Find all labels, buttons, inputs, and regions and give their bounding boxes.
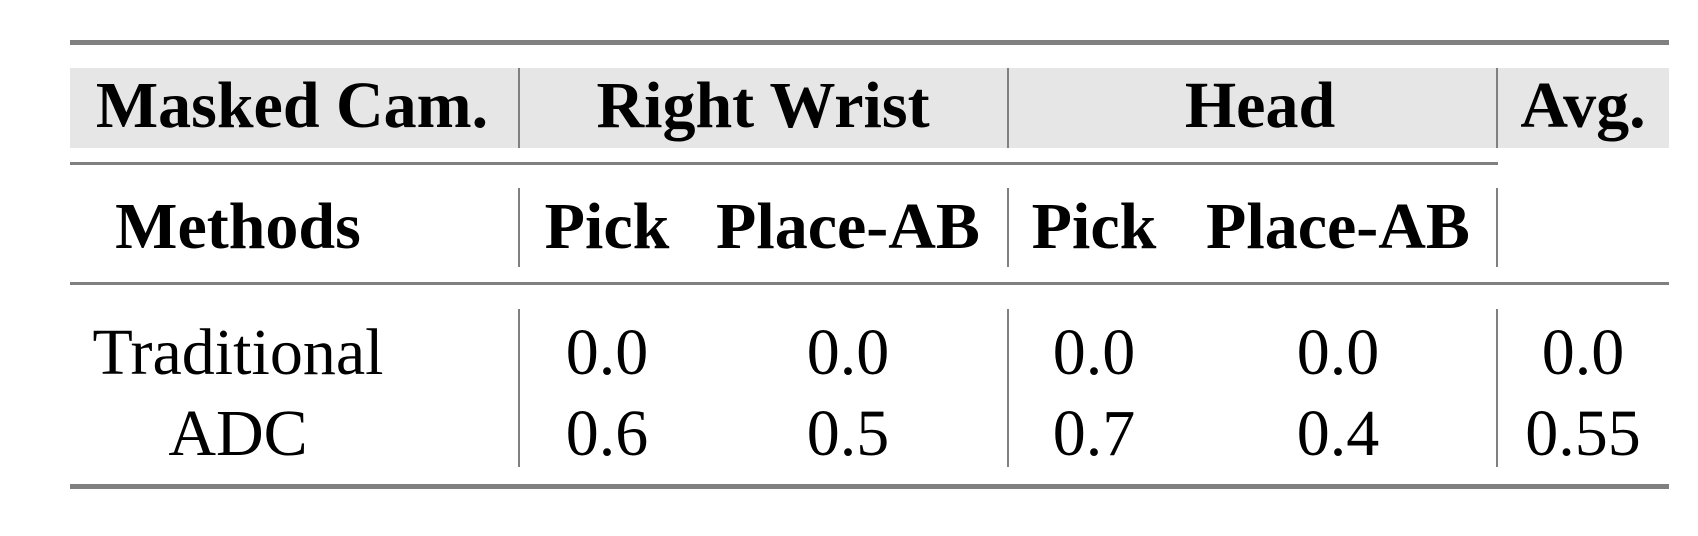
cell-value: 0.7 (1052, 397, 1136, 470)
header-pick: Pick (544, 190, 670, 263)
cell-value: 0.0 (806, 316, 890, 389)
cell-value: 0.0 (1052, 316, 1136, 389)
column-divider (1007, 68, 1009, 148)
column-divider (518, 309, 520, 467)
cell-value: 0.0 (565, 316, 649, 389)
header-pick: Pick (1031, 190, 1157, 263)
header-place-ab: Place-AB (716, 190, 980, 263)
column-divider (1496, 309, 1498, 467)
midrule (70, 282, 1669, 285)
cmidrule (70, 162, 1498, 165)
column-divider (518, 68, 520, 148)
header-right-wrist: Right Wrist (596, 69, 930, 142)
header-methods: Methods (115, 190, 361, 263)
method-name: Traditional (92, 316, 384, 389)
cell-value: 0.0 (1296, 316, 1380, 389)
header-avg: Avg. (1520, 69, 1646, 142)
cell-avg: 0.55 (1525, 397, 1641, 470)
column-divider (1496, 188, 1498, 267)
cell-value: 0.6 (565, 397, 649, 470)
column-divider (518, 188, 520, 267)
cell-value: 0.4 (1296, 397, 1380, 470)
bottom-rule (70, 484, 1669, 489)
cell-avg: 0.0 (1541, 316, 1625, 389)
method-name: ADC (168, 397, 308, 470)
header-shading (70, 68, 1669, 148)
cell-value: 0.5 (806, 397, 890, 470)
column-divider (1496, 68, 1498, 148)
top-rule (70, 40, 1669, 45)
column-divider (1007, 309, 1009, 467)
column-divider (1007, 188, 1009, 267)
header-head: Head (1184, 69, 1336, 142)
header-place-ab: Place-AB (1206, 190, 1470, 263)
header-masked-cam: Masked Cam. (95, 69, 489, 142)
